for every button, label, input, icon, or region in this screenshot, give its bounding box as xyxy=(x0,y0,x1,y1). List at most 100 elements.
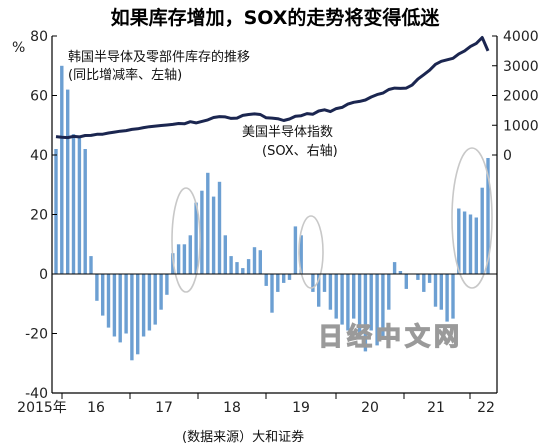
korea-inventory-bar xyxy=(387,274,391,310)
left-tick-label: 40 xyxy=(30,148,48,164)
korea-inventory-bar xyxy=(317,274,321,307)
right-tick-label: 4000 xyxy=(503,29,539,45)
korea-inventory-bar xyxy=(474,217,478,274)
watermark: 日经中文网 xyxy=(318,322,463,351)
x-tick-label: 22 xyxy=(477,400,495,416)
korea-inventory-bar xyxy=(188,235,192,274)
korea-inventory-bar xyxy=(427,274,432,283)
x-axis-ticks: 2015年 16 17 18 19 20 21 22 xyxy=(17,393,495,416)
korea-inventory-bar xyxy=(422,274,426,292)
korea-inventory-bar xyxy=(340,274,344,325)
korea-inventory-bar xyxy=(165,274,169,295)
highlight-ellipses xyxy=(171,147,493,293)
korea-inventory-bar xyxy=(299,235,303,274)
highlight-ellipse xyxy=(171,187,201,293)
korea-series-label: 韩国半导体及零部件库存的推移 xyxy=(68,49,250,65)
korea-inventory-bar xyxy=(258,250,262,274)
korea-inventory-bar xyxy=(328,274,333,310)
korea-inventory-bar xyxy=(270,274,274,313)
korea-inventory-bar xyxy=(322,274,327,292)
korea-inventory-bar xyxy=(89,256,93,274)
korea-inventory-bar xyxy=(293,226,298,274)
x-tick-label: 18 xyxy=(223,400,241,416)
x-tick-label: 19 xyxy=(292,400,310,416)
left-tick-label: -40 xyxy=(25,386,48,402)
korea-inventory-bar xyxy=(451,274,455,319)
korea-inventory-bar xyxy=(223,235,227,274)
korea-inventory-bar xyxy=(182,244,187,275)
korea-inventory-bar xyxy=(147,274,152,331)
korea-inventory-bar xyxy=(287,274,292,280)
right-tick-label: 3000 xyxy=(503,59,539,75)
sox-series-note: (SOX、右轴) xyxy=(262,144,338,159)
korea-inventory-bar xyxy=(217,181,222,274)
korea-inventory-bar xyxy=(136,274,140,355)
korea-inventory-bar xyxy=(54,149,58,274)
x-tick-label: 2015年 xyxy=(17,400,67,416)
korea-inventory-bar xyxy=(194,202,198,274)
korea-inventory-bar xyxy=(381,274,385,337)
korea-inventory-bar xyxy=(176,244,181,275)
korea-inventory-bar xyxy=(200,190,204,274)
x-tick-label: 16 xyxy=(87,400,105,416)
korea-inventory-bar xyxy=(276,274,280,292)
korea-inventory-bar xyxy=(264,274,268,286)
korea-inventory-bar xyxy=(235,262,239,274)
korea-inventory-bar xyxy=(462,211,467,274)
korea-inventory-bar xyxy=(352,274,356,319)
korea-inventory-bar xyxy=(445,274,449,322)
korea-inventory-bar xyxy=(159,274,163,310)
source-label: (数据来源）大和证券 xyxy=(182,429,304,445)
korea-inventory-bar xyxy=(206,172,210,274)
korea-inventory-bar xyxy=(118,274,122,343)
right-axis-ticks: 4000 3000 2000 1000 0 xyxy=(492,29,539,164)
korea-inventory-bar xyxy=(77,137,82,274)
sox-series-label: 美国半导体指数 xyxy=(242,125,333,140)
left-tick-label: 0 xyxy=(39,267,48,283)
korea-inventory-bar xyxy=(252,247,257,274)
korea-inventory-bar xyxy=(101,274,105,316)
korea-inventory-bar xyxy=(83,149,87,274)
korea-inventory-bar xyxy=(124,274,128,334)
korea-inventory-bar xyxy=(141,274,146,337)
korea-inventory-bar xyxy=(416,274,420,280)
korea-inventory-bars xyxy=(54,65,490,361)
korea-inventory-bar xyxy=(66,89,70,274)
korea-inventory-bar xyxy=(457,208,461,274)
x-tick-label: 21 xyxy=(427,400,445,416)
korea-inventory-bar xyxy=(246,259,251,274)
right-tick-label: 1000 xyxy=(503,118,539,134)
korea-inventory-bar xyxy=(106,274,111,328)
korea-inventory-bar xyxy=(229,256,233,274)
x-tick-label: 17 xyxy=(155,400,173,416)
korea-inventory-bar xyxy=(404,274,408,289)
korea-inventory-bar xyxy=(468,214,473,274)
chart-title: 如果库存增加，SOX的走势将变得低迷 xyxy=(111,6,441,29)
left-axis-unit: % xyxy=(12,40,25,56)
korea-inventory-bar xyxy=(363,274,368,352)
korea-inventory-bar xyxy=(334,274,338,319)
korea-inventory-bar xyxy=(282,274,286,283)
left-tick-label: 20 xyxy=(30,208,48,224)
sox-index-line xyxy=(55,36,490,140)
korea-inventory-bar xyxy=(153,274,157,325)
korea-inventory-bar xyxy=(311,274,315,292)
left-tick-label: 80 xyxy=(30,29,48,45)
korea-inventory-bar xyxy=(130,274,134,361)
left-axis-ticks: 80 60 40 20 0 -20 -40 xyxy=(25,29,57,402)
korea-inventory-bar xyxy=(112,274,117,337)
korea-inventory-bar xyxy=(71,134,76,274)
korea-series-note: (同比增减率、左轴) xyxy=(68,67,182,83)
korea-inventory-bar xyxy=(211,196,216,274)
x-tick-label: 20 xyxy=(361,400,379,416)
korea-inventory-bar xyxy=(241,268,245,274)
korea-inventory-bar xyxy=(95,274,99,301)
left-tick-label: -20 xyxy=(25,327,48,343)
korea-inventory-bar xyxy=(439,274,443,310)
korea-inventory-bar xyxy=(369,274,373,331)
korea-inventory-bar xyxy=(480,187,484,274)
highlight-ellipse xyxy=(451,147,493,289)
right-tick-label: 0 xyxy=(503,148,512,164)
highlight-ellipse xyxy=(298,215,324,289)
